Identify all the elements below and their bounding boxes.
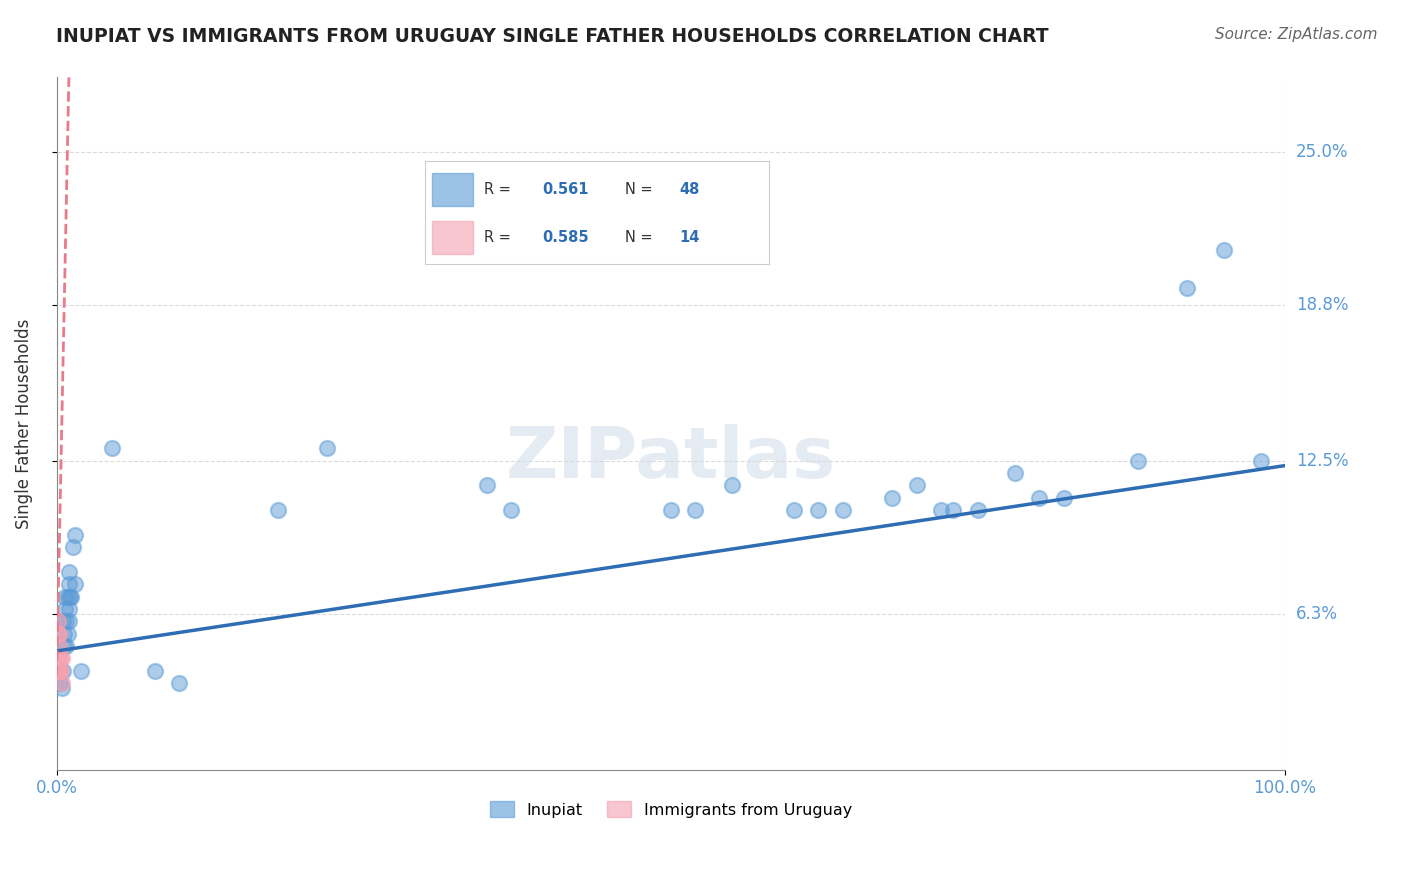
Point	[58, 615, 80, 629]
Point	[807, 503, 830, 517]
Point	[143, 664, 166, 678]
Point	[1212, 244, 1234, 258]
Text: 12.5%: 12.5%	[1296, 451, 1348, 469]
Point	[56, 626, 79, 640]
Point	[831, 503, 853, 517]
Point	[880, 491, 903, 505]
Point	[1250, 453, 1272, 467]
Point	[1126, 453, 1149, 467]
Point	[53, 590, 76, 604]
Point	[53, 626, 76, 640]
Point	[267, 503, 290, 517]
Point	[49, 664, 72, 678]
Point	[929, 503, 952, 517]
Text: 6.3%: 6.3%	[1296, 605, 1339, 623]
Text: INUPIAT VS IMMIGRANTS FROM URUGUAY SINGLE FATHER HOUSEHOLDS CORRELATION CHART: INUPIAT VS IMMIGRANTS FROM URUGUAY SINGL…	[56, 27, 1049, 45]
Point	[942, 503, 965, 517]
Point	[62, 540, 84, 554]
Point	[63, 577, 86, 591]
Point	[1028, 491, 1050, 505]
Point	[52, 664, 75, 678]
Point	[53, 602, 76, 616]
Point	[49, 664, 72, 678]
Point	[48, 664, 70, 678]
Text: ZIPatlas: ZIPatlas	[506, 424, 837, 492]
Point	[46, 626, 69, 640]
Point	[46, 664, 69, 678]
Point	[56, 590, 79, 604]
Point	[55, 615, 77, 629]
Point	[685, 503, 707, 517]
Point	[49, 676, 72, 690]
Text: 25.0%: 25.0%	[1296, 143, 1348, 161]
Text: 18.8%: 18.8%	[1296, 296, 1348, 314]
Point	[58, 565, 80, 579]
Point	[1004, 466, 1026, 480]
Point	[52, 615, 75, 629]
Point	[46, 615, 69, 629]
Point	[101, 442, 124, 456]
Point	[48, 626, 70, 640]
Point	[475, 478, 498, 492]
Point	[59, 590, 82, 604]
Point	[169, 676, 191, 690]
Point	[659, 503, 682, 517]
Point	[1175, 280, 1198, 294]
Point	[721, 478, 744, 492]
Point	[58, 602, 80, 616]
Point	[58, 577, 80, 591]
Point	[315, 442, 337, 456]
Point	[51, 651, 73, 665]
Point	[49, 651, 72, 665]
Text: Source: ZipAtlas.com: Source: ZipAtlas.com	[1215, 27, 1378, 42]
Point	[53, 639, 76, 653]
Point	[70, 664, 93, 678]
Point	[55, 639, 77, 653]
Point	[49, 664, 72, 678]
Point	[48, 639, 70, 653]
Point	[51, 681, 73, 695]
Point	[46, 651, 69, 665]
Point	[48, 664, 70, 678]
Y-axis label: Single Father Households: Single Father Households	[15, 318, 32, 529]
Legend: Inupiat, Immigrants from Uruguay: Inupiat, Immigrants from Uruguay	[484, 795, 858, 824]
Point	[501, 503, 523, 517]
Point	[967, 503, 990, 517]
Point	[783, 503, 806, 517]
Point	[63, 528, 86, 542]
Point	[905, 478, 928, 492]
Point	[51, 676, 73, 690]
Point	[1053, 491, 1076, 505]
Point	[48, 664, 70, 678]
Point	[60, 590, 83, 604]
